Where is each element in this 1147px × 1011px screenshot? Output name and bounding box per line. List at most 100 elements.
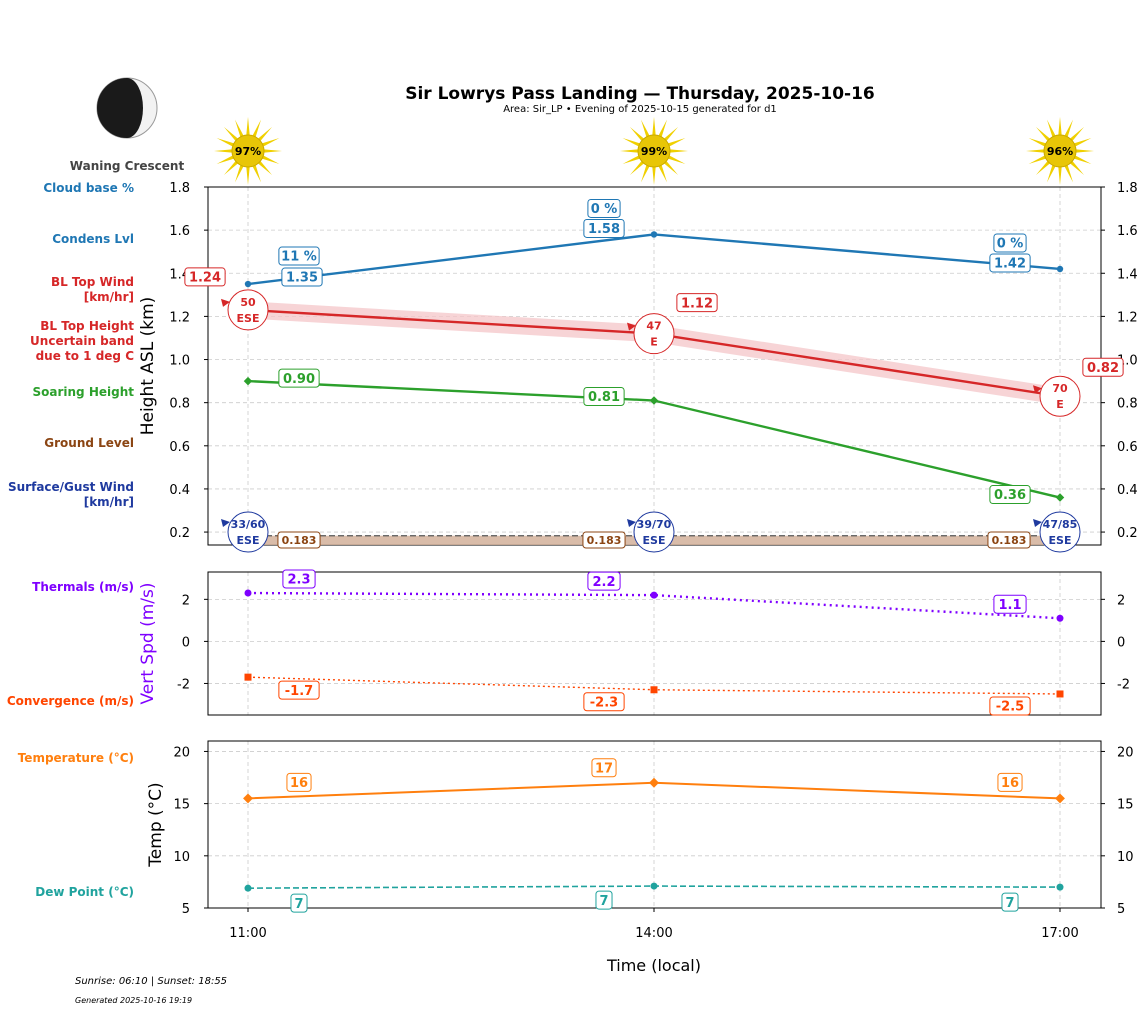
sun-ray — [234, 164, 244, 183]
temperature-label-text: 17 — [595, 761, 613, 776]
temperature-label-text: 16 — [1001, 776, 1019, 791]
bl-top-label-box — [1082, 357, 1124, 377]
temperature-label: 17 — [591, 758, 617, 778]
legend-bl-wind: BL Top Wind — [51, 275, 134, 289]
sun-ray — [1074, 149, 1094, 153]
convergence-label: -2.5 — [989, 696, 1031, 716]
dewpoint-label-box — [290, 893, 308, 913]
sun-ray — [1046, 164, 1056, 183]
sun-ray — [261, 155, 280, 165]
bl-top-label-box — [676, 293, 718, 313]
thermals-label-text: 2.3 — [287, 573, 310, 588]
sun-ray — [262, 149, 282, 153]
sun-ray — [223, 160, 239, 176]
sun-ray — [620, 149, 640, 153]
temperature-panel: 5 5 10 10 15 15 20 20 Temp (°C) 16 7 17 7 16 7 11:00 14:… — [146, 740, 1134, 975]
sun-ray — [622, 155, 641, 165]
convergence-label-box — [278, 680, 320, 700]
temperature-label-box — [286, 772, 312, 792]
bl-top-label-box — [184, 267, 226, 287]
bl-wind-dir: ESE — [237, 312, 260, 325]
convergence-label: -2.3 — [583, 692, 625, 712]
dewpoint-label-text: 7 — [294, 897, 303, 912]
sun-disc — [637, 134, 671, 168]
y-tick-label-left: -2 — [177, 677, 190, 692]
y-tick-label-left: 1.2 — [169, 310, 190, 325]
sun-ray — [1069, 126, 1085, 142]
x-tick-label: 14:00 — [635, 926, 672, 941]
bl-wind-marker: 50 ESE — [221, 289, 269, 331]
bl-wind-dir: E — [650, 336, 658, 349]
ground-label: 0.183 — [582, 531, 626, 549]
cloud-base-label-text: 0 % — [997, 237, 1024, 252]
sun-ray — [1026, 149, 1046, 153]
x-tick-label: 17:00 — [1041, 926, 1078, 941]
sun-ray — [652, 117, 656, 137]
soaring-label-box — [278, 368, 320, 388]
sun-ray — [1073, 137, 1092, 147]
legend-bl-height: Uncertain band — [30, 334, 134, 348]
y-tick-label-left: 2 — [182, 593, 190, 608]
thermals-label: 2.2 — [587, 571, 621, 591]
ground-label: 0.183 — [987, 531, 1031, 549]
moon-phase-label: Waning Crescent — [70, 159, 185, 173]
sun-disc — [231, 134, 265, 168]
bl-top-label: 0.82 — [1082, 357, 1124, 377]
legend-thermals: Thermals (m/s) — [32, 580, 134, 594]
legend-condens: Condens Lvl — [52, 232, 134, 246]
bl-wind-dir: E — [1056, 398, 1064, 411]
legend-soaring: Soaring Height — [33, 385, 135, 399]
thermals-label: 2.3 — [282, 569, 316, 589]
soaring-point — [649, 396, 659, 405]
sun-ray — [667, 155, 686, 165]
legend-dewpoint: Dew Point (°C) — [35, 885, 134, 899]
sun-ray — [216, 137, 235, 147]
ground-label: 0.183 — [277, 531, 321, 549]
soaring-label: 0.90 — [278, 368, 320, 388]
thermals-label-box — [282, 569, 316, 589]
bl-wind-speed: 70 — [1052, 382, 1068, 395]
sun-ray — [1064, 164, 1074, 183]
condens-point — [1056, 265, 1064, 273]
temperature-label: 16 — [997, 772, 1023, 792]
x-axis-label: Time (local) — [606, 956, 701, 975]
y-tick-label-right: 0 — [1117, 635, 1125, 650]
y-tick-label-right: 20 — [1117, 745, 1134, 760]
y-tick-label-right: 1.8 — [1117, 181, 1138, 196]
surface-wind-arrow-icon — [627, 519, 636, 528]
bl-wind-circle — [1039, 375, 1081, 417]
y-tick-label-right: 0.2 — [1117, 526, 1138, 541]
moon-icon — [96, 77, 158, 139]
sun-icon: 99% — [620, 117, 688, 185]
ground-label-box — [582, 531, 626, 549]
y-axis-label-vert: Vert Spd (m/s) — [138, 582, 158, 704]
y-tick-label-left: 0 — [182, 635, 190, 650]
ground-label-box — [277, 531, 321, 549]
condens-label: 1.42 — [989, 253, 1031, 273]
y-tick-label-right: 2 — [1117, 593, 1125, 608]
condens-point — [650, 231, 658, 238]
y-tick-label-left: 1.6 — [169, 224, 190, 239]
sun-ray — [622, 137, 641, 147]
convergence-label-text: -1.7 — [285, 684, 313, 699]
plot-frame — [207, 571, 1102, 716]
cloud-base-label-box — [587, 198, 621, 218]
soaring-point — [243, 376, 253, 386]
sun-ray — [667, 137, 686, 147]
temperature-label: 16 — [286, 772, 312, 792]
ground-label-text: 0.183 — [587, 534, 622, 547]
y-tick-label-left: 0.4 — [169, 483, 190, 498]
legend-surface-wind: [km/hr] — [84, 495, 134, 509]
convergence-point — [244, 673, 252, 681]
soaring-label: 0.81 — [583, 387, 625, 407]
surface-wind-arrow-icon — [1033, 519, 1042, 528]
sun-ray — [252, 119, 262, 138]
y-tick-label-left: 10 — [173, 850, 190, 865]
sun-ray — [223, 126, 239, 142]
sun-ray — [252, 164, 262, 183]
sun-ray — [1064, 119, 1074, 138]
surface-wind-dir: ESE — [237, 534, 260, 547]
sun-ray — [1035, 126, 1051, 142]
sun-ray — [246, 117, 250, 137]
condens-point — [244, 280, 252, 288]
